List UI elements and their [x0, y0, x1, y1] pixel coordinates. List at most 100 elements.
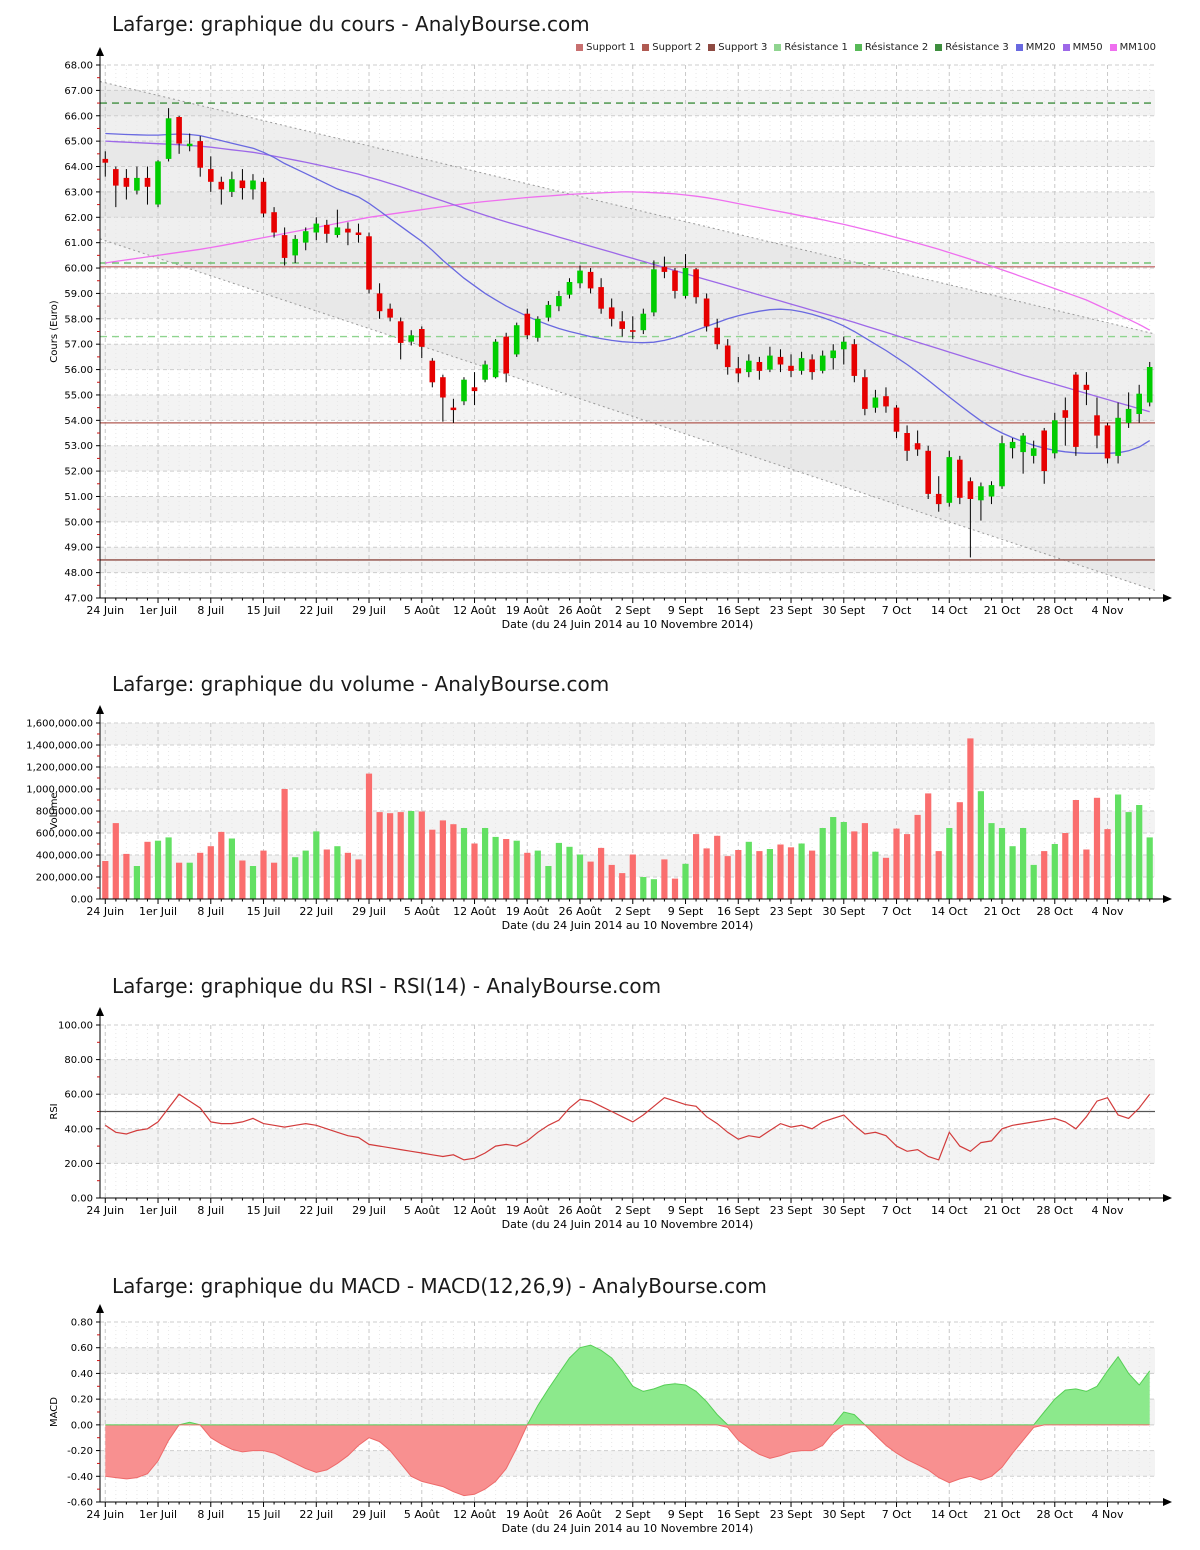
- svg-text:2 Sept: 2 Sept: [615, 604, 651, 617]
- svg-text:19 Août: 19 Août: [506, 604, 550, 617]
- svg-text:28 Oct: 28 Oct: [1037, 905, 1074, 918]
- svg-text:15 Juil: 15 Juil: [247, 604, 281, 617]
- svg-text:26 Août: 26 Août: [559, 1508, 603, 1521]
- legend-label: Support 3: [718, 42, 768, 53]
- svg-text:1,200,000.00: 1,200,000.00: [26, 763, 93, 774]
- svg-text:600,000.00: 600,000.00: [36, 829, 93, 840]
- svg-text:24 Juin: 24 Juin: [86, 905, 124, 918]
- svg-text:1er Juil: 1er Juil: [139, 604, 177, 617]
- legend-label: Résistance 3: [945, 42, 1009, 53]
- svg-text:19 Août: 19 Août: [506, 905, 550, 918]
- svg-text:53.00: 53.00: [64, 441, 93, 452]
- legend-swatch: [854, 44, 862, 51]
- svg-text:8 Juil: 8 Juil: [197, 604, 224, 617]
- svg-text:MACD: MACD: [49, 1397, 60, 1427]
- svg-text:Volume: Volume: [49, 792, 60, 829]
- moving-average-lines: [105, 132, 1151, 454]
- price-chart-title: Lafarge: graphique du cours - AnalyBours…: [112, 12, 590, 36]
- svg-text:-0.20: -0.20: [67, 1446, 93, 1457]
- macd-positive-area: [105, 1345, 1150, 1425]
- svg-text:12 Août: 12 Août: [453, 604, 497, 617]
- svg-text:48.00: 48.00: [64, 568, 93, 579]
- svg-text:23 Sept: 23 Sept: [770, 905, 813, 918]
- svg-text:0.80: 0.80: [71, 1318, 93, 1329]
- svg-text:68.00: 68.00: [64, 61, 93, 72]
- svg-text:58.00: 58.00: [64, 314, 93, 325]
- svg-text:21 Oct: 21 Oct: [984, 905, 1021, 918]
- svg-text:0.20: 0.20: [71, 1395, 93, 1406]
- legend-swatch: [708, 44, 716, 51]
- svg-text:Date (du 24 Juin 2014 au 10 No: Date (du 24 Juin 2014 au 10 Novembre 201…: [502, 1522, 754, 1535]
- legend-swatch: [576, 44, 584, 51]
- legend-label: MM50: [1072, 42, 1103, 53]
- rsi-chart: 0.00 20.00 40.00 60.00 80.00 100.00 24 Juin 1er…: [49, 1007, 1172, 1231]
- legend-item-resistance-1: Résistance 1: [774, 42, 848, 53]
- svg-text:52.00: 52.00: [64, 467, 93, 478]
- svg-text:14 Oct: 14 Oct: [931, 905, 968, 918]
- svg-text:200,000.00: 200,000.00: [36, 873, 93, 884]
- svg-text:26 Août: 26 Août: [559, 1204, 603, 1217]
- svg-text:51.00: 51.00: [64, 492, 93, 503]
- legend-swatch: [935, 44, 943, 51]
- svg-text:30 Sept: 30 Sept: [823, 1508, 866, 1521]
- svg-text:60.00: 60.00: [64, 1090, 93, 1101]
- legend-item-resistance-3: Résistance 3: [935, 42, 1009, 53]
- svg-text:-0.60: -0.60: [67, 1498, 93, 1509]
- legend-item-support-3: Support 3: [708, 42, 767, 53]
- legend-swatch: [1109, 44, 1117, 51]
- volume-bars: [102, 738, 1153, 900]
- svg-text:16 Sept: 16 Sept: [717, 905, 760, 918]
- svg-text:26 Août: 26 Août: [559, 604, 603, 617]
- svg-text:1er Juil: 1er Juil: [139, 1204, 177, 1217]
- svg-text:9 Sept: 9 Sept: [668, 1508, 704, 1521]
- svg-text:55.00: 55.00: [64, 390, 93, 401]
- svg-text:14 Oct: 14 Oct: [931, 1508, 968, 1521]
- svg-text:29 Juil: 29 Juil: [352, 604, 386, 617]
- svg-text:28 Oct: 28 Oct: [1037, 1508, 1074, 1521]
- svg-text:64.00: 64.00: [64, 162, 93, 173]
- svg-text:47.00: 47.00: [64, 594, 93, 605]
- svg-text:1er Juil: 1er Juil: [139, 905, 177, 918]
- svg-text:15 Juil: 15 Juil: [247, 905, 281, 918]
- svg-text:54.00: 54.00: [64, 416, 93, 427]
- rsi-line: [104, 1093, 1151, 1161]
- legend-label: Support 2: [652, 42, 702, 53]
- svg-text:63.00: 63.00: [64, 187, 93, 198]
- svg-text:15 Juil: 15 Juil: [247, 1508, 281, 1521]
- svg-text:5 Août: 5 Août: [404, 1508, 441, 1521]
- candlestick-series: [102, 108, 1153, 558]
- svg-text:12 Août: 12 Août: [453, 1204, 497, 1217]
- svg-text:24 Juin: 24 Juin: [86, 1204, 124, 1217]
- legend-swatch: [642, 44, 650, 51]
- svg-text:28 Oct: 28 Oct: [1037, 1204, 1074, 1217]
- price-chart-legend: Support 1 Support 2 Support 3 Résistance 1 R…: [576, 42, 1156, 53]
- svg-text:28 Oct: 28 Oct: [1037, 604, 1074, 617]
- svg-text:7 Oct: 7 Oct: [882, 1508, 912, 1521]
- svg-text:Date (du 24 Juin 2014 au 10 No: Date (du 24 Juin 2014 au 10 Novembre 201…: [502, 1218, 754, 1231]
- svg-text:14 Oct: 14 Oct: [931, 1204, 968, 1217]
- svg-text:8 Juil: 8 Juil: [197, 1508, 224, 1521]
- svg-text:29 Juil: 29 Juil: [352, 1204, 386, 1217]
- svg-text:1er Juil: 1er Juil: [139, 1508, 177, 1521]
- legend-label: Support 1: [586, 42, 636, 53]
- svg-text:22 Juil: 22 Juil: [299, 905, 333, 918]
- svg-text:49.00: 49.00: [64, 543, 93, 554]
- svg-text:66.00: 66.00: [64, 111, 93, 122]
- support-resistance-lines: [100, 102, 1155, 561]
- svg-text:57.00: 57.00: [64, 340, 93, 351]
- svg-text:23 Sept: 23 Sept: [770, 604, 813, 617]
- macd-negative-area: [105, 1424, 1150, 1496]
- svg-text:5 Août: 5 Août: [404, 604, 441, 617]
- svg-text:16 Sept: 16 Sept: [717, 604, 760, 617]
- svg-text:4 Nov: 4 Nov: [1092, 604, 1124, 617]
- svg-text:22 Juil: 22 Juil: [299, 1508, 333, 1521]
- svg-text:30 Sept: 30 Sept: [823, 604, 866, 617]
- svg-text:Cours (Euro): Cours (Euro): [49, 300, 60, 363]
- legend-swatch: [774, 44, 782, 51]
- legend-item-resistance-2: Résistance 2: [854, 42, 928, 53]
- legend-swatch: [1062, 44, 1070, 51]
- svg-text:15 Juil: 15 Juil: [247, 1204, 281, 1217]
- svg-text:Date (du 24 Juin 2014 au 10 No: Date (du 24 Juin 2014 au 10 Novembre 201…: [502, 618, 754, 631]
